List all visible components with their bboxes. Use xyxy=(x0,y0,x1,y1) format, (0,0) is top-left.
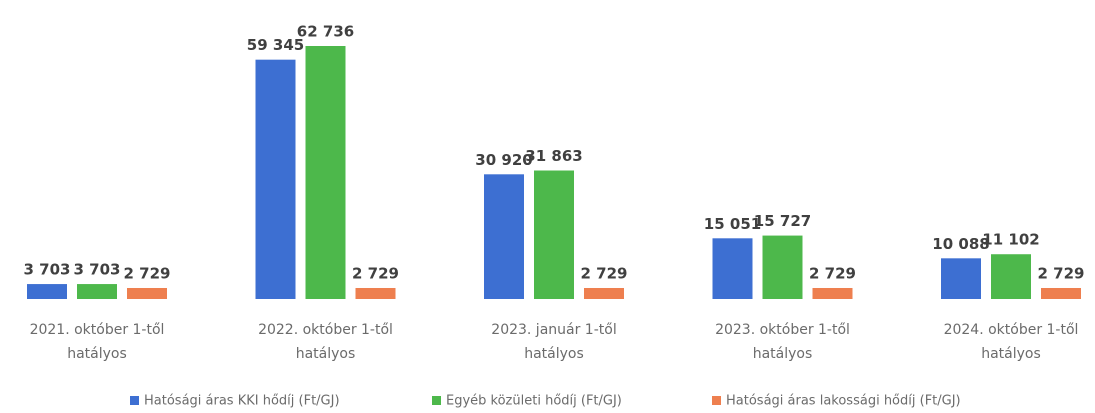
x-tick-label: 2024. október 1-től xyxy=(944,322,1079,338)
bar xyxy=(762,235,803,299)
legend-label: Egyéb közületi hődíj (Ft/GJ) xyxy=(446,394,622,409)
value-label: 15 051 xyxy=(704,215,761,233)
bar xyxy=(255,59,296,300)
bar xyxy=(355,287,396,299)
bar xyxy=(27,284,67,299)
value-label: 30 920 xyxy=(475,151,532,169)
bar xyxy=(941,258,981,299)
x-tick-label: 2023. október 1-től xyxy=(715,322,850,338)
value-label: 59 345 xyxy=(247,36,304,54)
bar xyxy=(1041,287,1081,299)
x-tick-label: 2022. október 1-től xyxy=(258,322,393,338)
x-tick-label: hatályos xyxy=(981,346,1041,362)
value-label: 2 729 xyxy=(1038,264,1085,282)
value-label: 15 727 xyxy=(754,212,811,230)
legend-swatch xyxy=(432,396,441,405)
x-tick-label: hatályos xyxy=(524,346,584,362)
bar xyxy=(812,287,853,299)
bar xyxy=(305,46,346,299)
value-label: 3 703 xyxy=(24,261,71,279)
x-tick-label: 2021. október 1-től xyxy=(30,322,165,338)
legend-swatch xyxy=(712,396,721,405)
value-label: 11 102 xyxy=(982,231,1039,249)
bar xyxy=(534,170,574,299)
legend-swatch xyxy=(130,396,139,405)
value-label: 2 729 xyxy=(581,264,628,282)
value-label: 3 703 xyxy=(74,261,121,279)
bar xyxy=(712,238,753,299)
bar xyxy=(584,287,624,299)
legend-label: Hatósági áras lakossági hődíj (Ft/GJ) xyxy=(726,394,961,409)
bar xyxy=(127,287,167,299)
value-label: 62 736 xyxy=(297,23,354,41)
x-tick-label: 2023. január 1-től xyxy=(491,322,616,338)
bar xyxy=(484,174,524,299)
value-label: 10 088 xyxy=(932,235,989,253)
x-tick-label: hatályos xyxy=(67,346,127,362)
bar xyxy=(77,284,117,299)
x-tick-label: hatályos xyxy=(753,346,813,362)
legend-label: Hatósági áras KKI hődíj (Ft/GJ) xyxy=(144,394,340,409)
value-label: 2 729 xyxy=(124,264,171,282)
value-label: 2 729 xyxy=(809,264,856,282)
bar xyxy=(991,254,1031,299)
x-tick-label: hatályos xyxy=(296,346,356,362)
value-label: 2 729 xyxy=(352,264,399,282)
value-label: 31 863 xyxy=(525,147,582,165)
